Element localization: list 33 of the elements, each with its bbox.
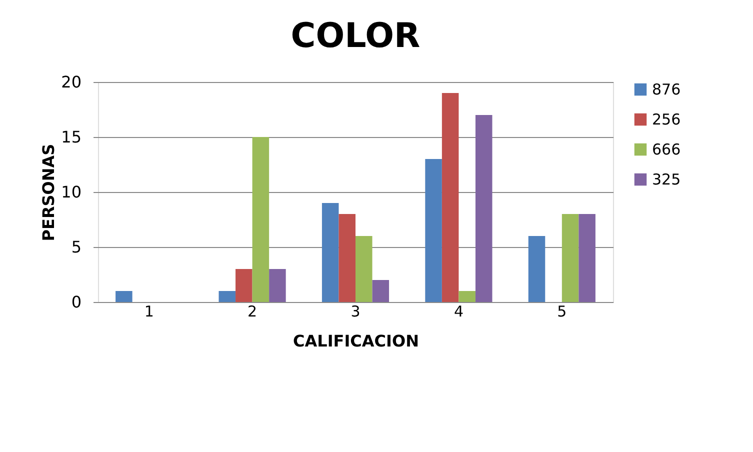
bar (458, 291, 476, 302)
y-tick-label: 10 (61, 182, 82, 202)
legend-label: 325 (652, 170, 681, 188)
x-tick-label: 5 (557, 302, 567, 320)
y-tick-label: 0 (71, 292, 82, 312)
bar (218, 291, 236, 302)
bar (562, 214, 579, 302)
bar (252, 137, 270, 302)
legend-label: 876 (652, 80, 681, 98)
y-tick-label: 5 (71, 238, 82, 256)
bar (116, 291, 132, 302)
legend-label: 666 (652, 140, 681, 158)
bar (236, 269, 252, 302)
bar (578, 214, 596, 302)
bar (322, 203, 339, 302)
bar (338, 214, 356, 302)
bar (356, 236, 372, 302)
legend-label: 256 (652, 110, 681, 128)
x-tick-label: 4 (454, 302, 464, 320)
bar (528, 236, 546, 302)
x-axis-title: CALIFICACION (293, 332, 419, 350)
x-tick-label: 3 (350, 302, 360, 320)
y-tick-label: 20 (61, 72, 82, 92)
y-axis-title: PERSONAS (39, 144, 58, 242)
bar (269, 269, 286, 302)
x-tick-label: 1 (144, 302, 154, 320)
chart-title: COLOR (290, 16, 420, 56)
bar (372, 280, 390, 302)
x-tick-label: 2 (248, 302, 258, 320)
bar (425, 159, 442, 302)
y-tick-label: 15 (61, 128, 82, 146)
bar (442, 93, 459, 302)
bar (475, 115, 492, 302)
